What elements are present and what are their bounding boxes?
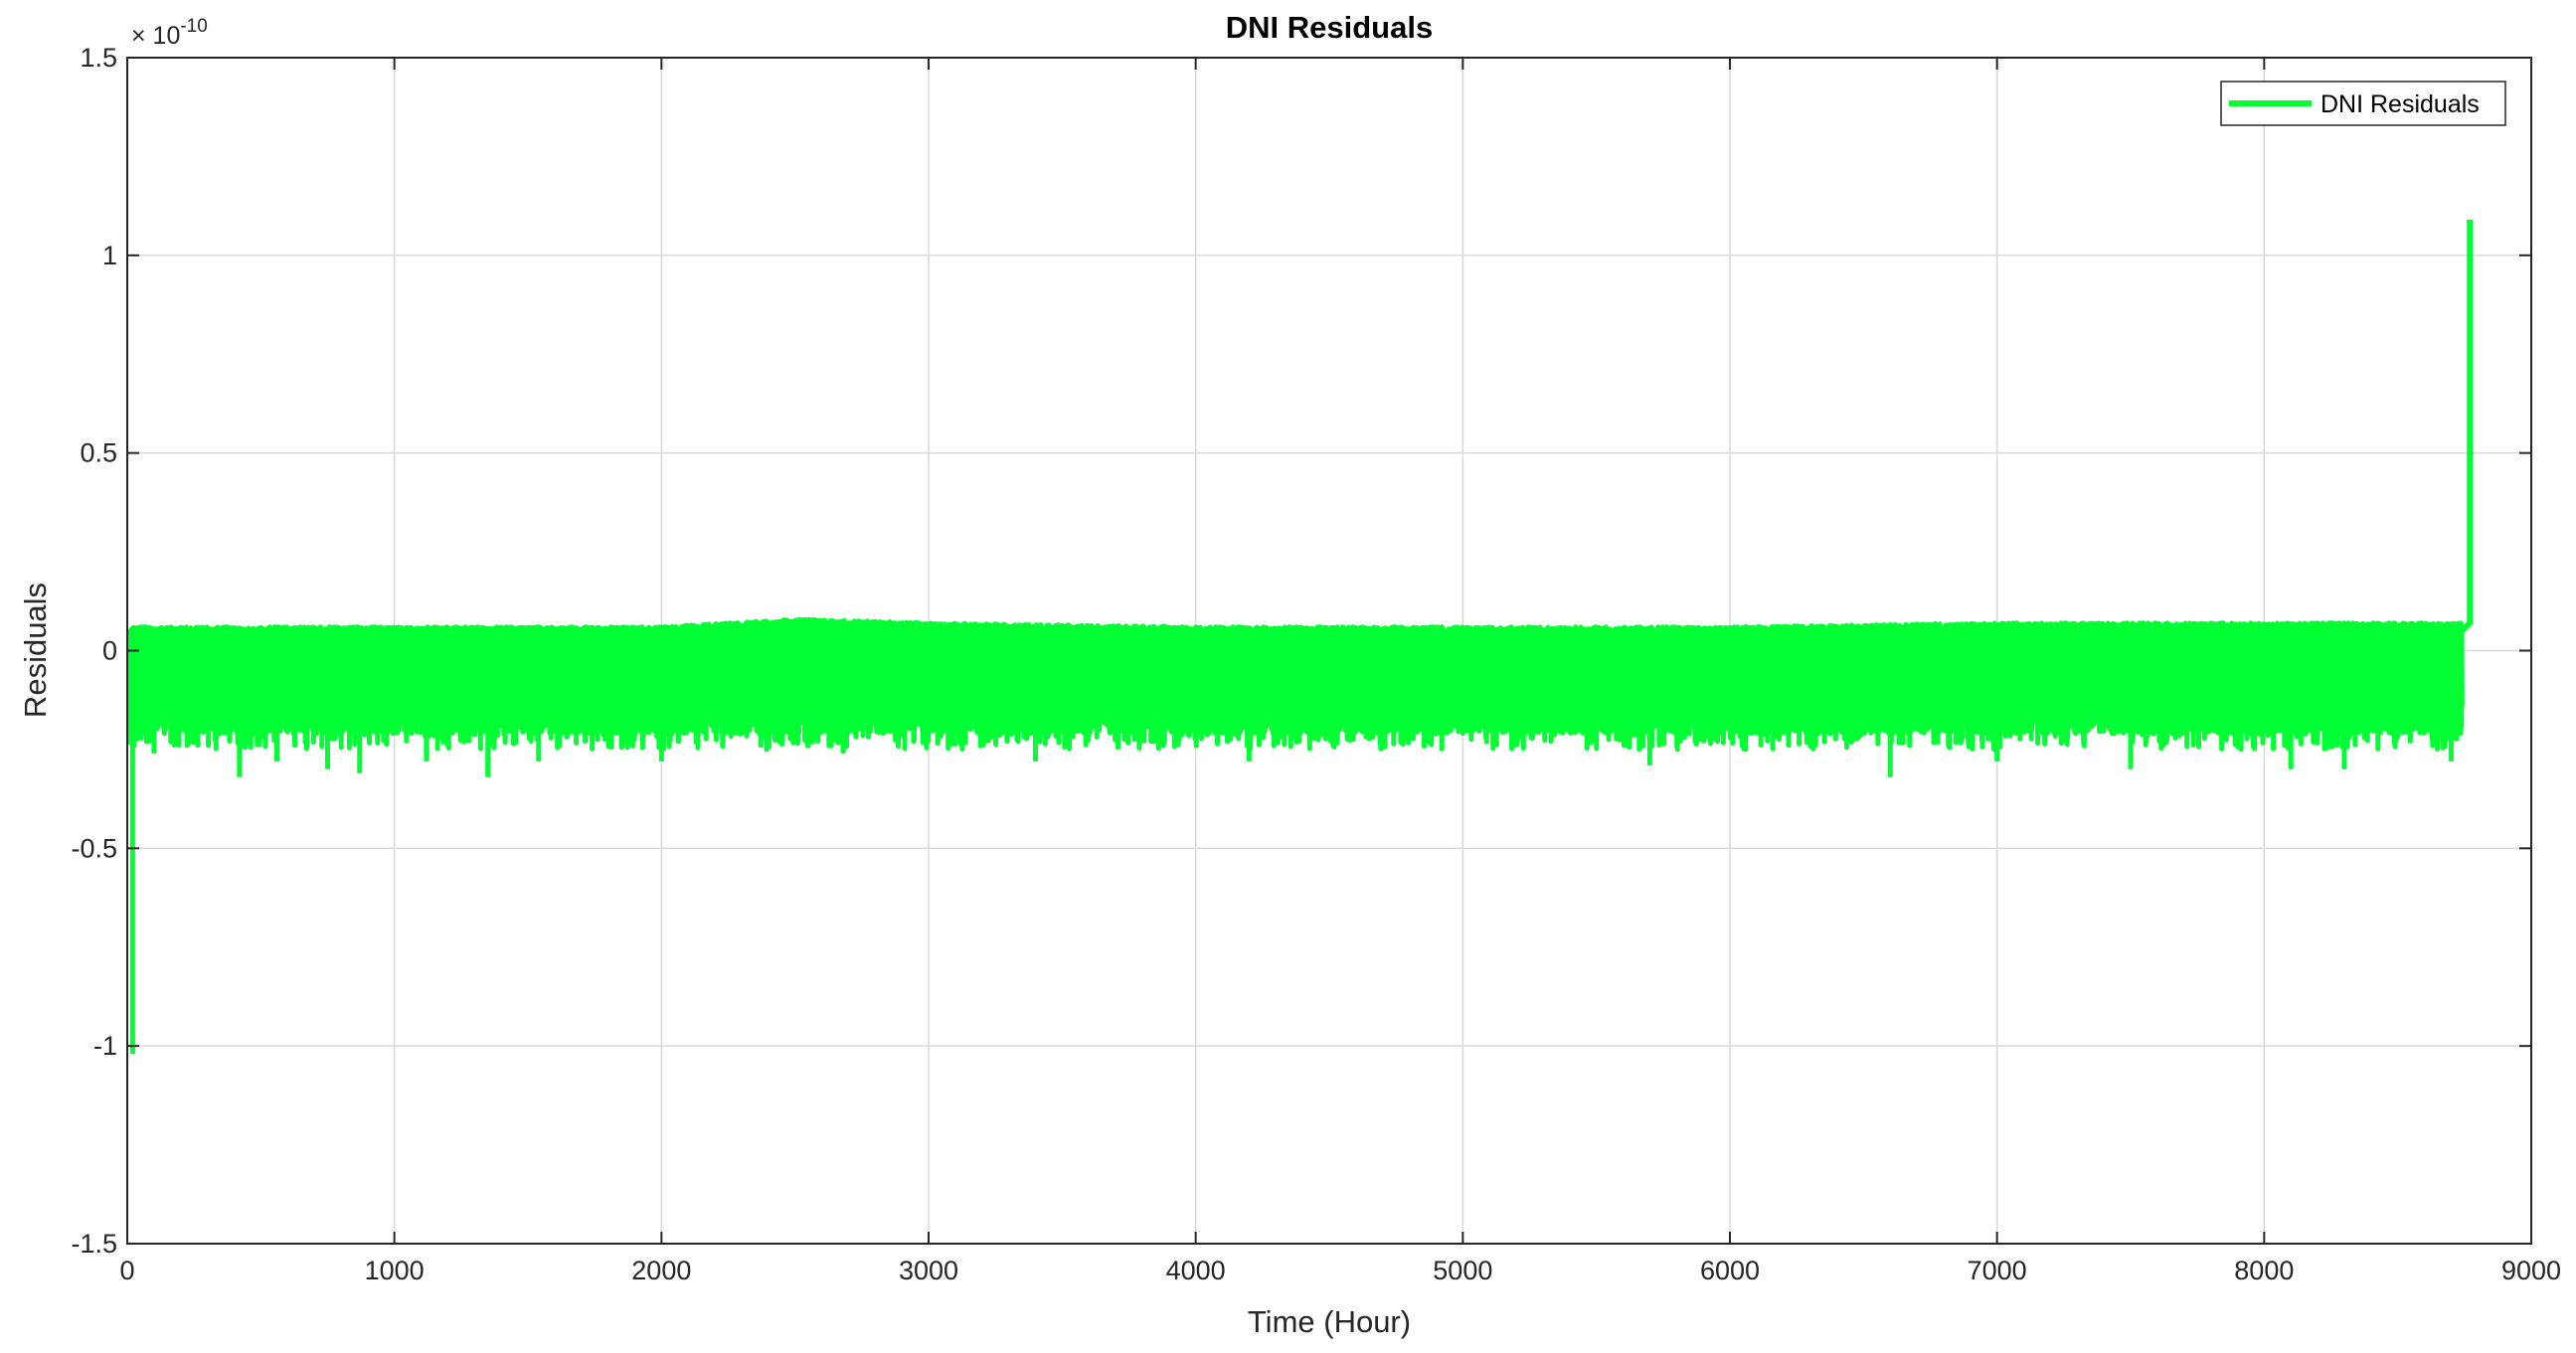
legend: DNI Residuals — [2220, 81, 2506, 126]
x-tick-label: 5000 — [1433, 1256, 1492, 1285]
x-tick-label: 2000 — [631, 1256, 691, 1285]
x-tick-label: 1000 — [365, 1256, 425, 1285]
y-tick-label: -1.5 — [71, 1229, 117, 1259]
x-tick-label: 6000 — [1700, 1256, 1760, 1285]
residual-band — [127, 616, 2465, 753]
x-tick-label: 3000 — [899, 1256, 958, 1285]
y-tick-label: 1.5 — [80, 43, 117, 73]
svg-text:× 10-10: × 10-10 — [131, 16, 208, 50]
x-tick-label: 8000 — [2234, 1256, 2294, 1285]
axis-ticks — [126, 57, 2532, 1245]
y-tick-labels: -1.5 -1 -0.5 0 0.5 1 1.5 — [71, 43, 117, 1259]
legend-entry-label: DNI Residuals — [2320, 90, 2480, 118]
y-tick-label: 0 — [102, 636, 117, 666]
y-exponent-base: × 10 — [131, 22, 180, 50]
x-tick-label: 7000 — [1968, 1256, 2027, 1285]
chart-title: DNI Residuals — [1226, 10, 1433, 45]
x-tick-labels: 0 1000 2000 3000 4000 5000 6000 7000 8000 9000 — [119, 1256, 2561, 1285]
x-tick-label: 9000 — [2501, 1256, 2561, 1285]
y-axis-label: Residuals — [18, 583, 53, 718]
y-exponent-label: × 10-10 — [131, 16, 208, 50]
x-axis-label: Time (Hour) — [1248, 1304, 1411, 1339]
residual-end-spike — [2460, 220, 2474, 633]
y-tick-label: -0.5 — [71, 833, 117, 863]
x-tick-label: 0 — [119, 1256, 134, 1285]
x-tick-label: 4000 — [1166, 1256, 1226, 1285]
series-dni-residuals — [127, 220, 2474, 1055]
y-tick-label: 1 — [102, 241, 117, 270]
y-tick-label: 0.5 — [80, 438, 117, 468]
y-tick-label: -1 — [93, 1031, 117, 1061]
y-exponent-power: -10 — [180, 16, 207, 37]
